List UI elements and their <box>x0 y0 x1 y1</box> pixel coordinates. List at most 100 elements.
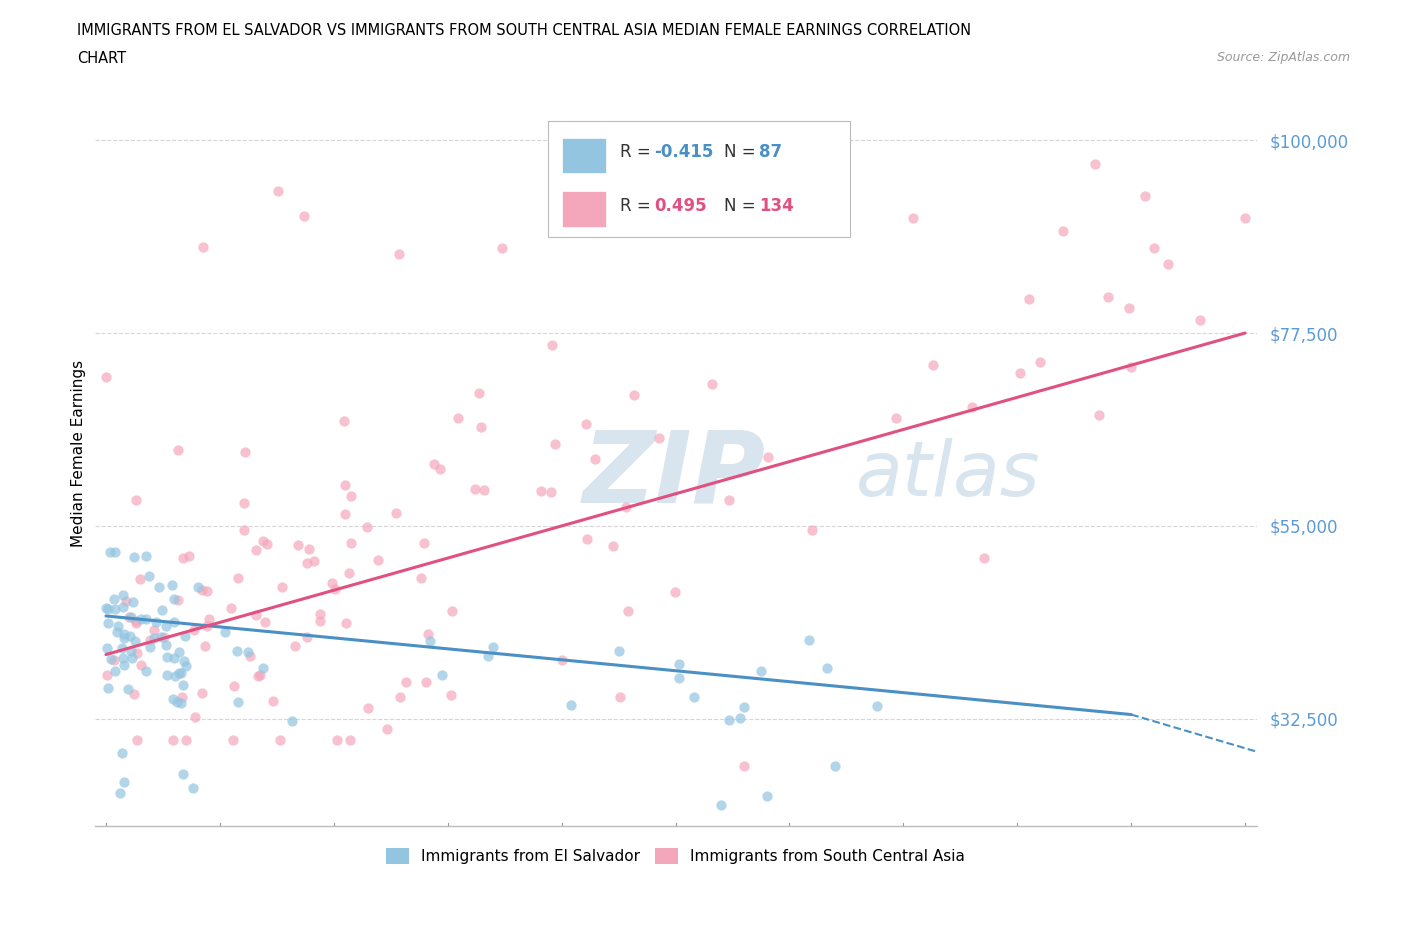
Point <box>1018 292 1040 307</box>
Point <box>388 690 411 705</box>
Point <box>194 638 217 653</box>
Text: ZIP: ZIP <box>582 427 766 524</box>
Point <box>115 593 138 608</box>
Point <box>733 699 755 714</box>
Point <box>156 668 179 683</box>
Point <box>111 640 134 655</box>
Point <box>262 694 284 709</box>
Point <box>224 679 246 694</box>
Point <box>357 700 380 715</box>
Point <box>540 338 562 352</box>
Point <box>174 629 197 644</box>
Point <box>219 600 242 615</box>
Text: atlas: atlas <box>856 438 1040 512</box>
Point <box>710 797 733 812</box>
Point <box>284 638 307 653</box>
Point <box>156 650 179 665</box>
Point <box>172 678 194 693</box>
Point <box>225 644 247 658</box>
Point <box>337 566 360 581</box>
Point <box>163 615 186 630</box>
Point <box>297 630 319 644</box>
Point <box>160 578 183 592</box>
Point <box>214 625 236 640</box>
Point <box>326 733 349 748</box>
Point <box>388 246 411 261</box>
Point <box>575 417 598 432</box>
Point <box>125 616 148 631</box>
Point <box>167 443 190 458</box>
Point <box>246 669 269 684</box>
Point <box>1234 210 1257 225</box>
Point <box>104 602 127 617</box>
Point <box>1097 289 1119 304</box>
FancyBboxPatch shape <box>548 121 849 237</box>
Point <box>339 733 361 748</box>
Point <box>104 544 127 559</box>
Point <box>97 616 120 631</box>
Point <box>245 542 267 557</box>
Point <box>1088 407 1111 422</box>
Point <box>340 489 363 504</box>
Point <box>174 658 197 673</box>
Point <box>472 483 495 498</box>
Point <box>718 712 741 727</box>
Point <box>664 584 686 599</box>
Point <box>183 622 205 637</box>
Point <box>254 615 277 630</box>
Point <box>166 694 188 709</box>
Point <box>125 733 148 748</box>
Point <box>163 650 186 665</box>
Point <box>239 649 262 664</box>
Point <box>120 629 142 644</box>
Point <box>817 661 839 676</box>
Point <box>415 674 437 689</box>
Point <box>112 631 135 645</box>
Point <box>96 601 118 616</box>
Point <box>683 690 706 705</box>
Point <box>540 485 562 499</box>
Point <box>148 579 170 594</box>
Point <box>233 522 256 537</box>
Point <box>103 591 125 606</box>
Point <box>103 653 125 668</box>
Point <box>122 686 145 701</box>
Point <box>256 537 278 551</box>
Point <box>150 603 173 618</box>
Point <box>191 582 214 597</box>
Point <box>356 520 378 535</box>
Point <box>129 611 152 626</box>
Point <box>419 633 441 648</box>
Point <box>281 714 304 729</box>
Point <box>560 698 582 712</box>
Point <box>367 552 389 567</box>
Point <box>409 571 432 586</box>
Text: CHART: CHART <box>77 51 127 66</box>
Point <box>292 208 315 223</box>
Point <box>551 653 574 668</box>
Point <box>122 595 145 610</box>
Text: 0.495: 0.495 <box>655 197 707 215</box>
Point <box>127 645 149 660</box>
Point <box>385 506 408 521</box>
Point <box>800 523 823 538</box>
Point <box>233 445 256 459</box>
Point <box>477 649 499 664</box>
Point <box>607 644 630 658</box>
Point <box>98 544 121 559</box>
Point <box>97 602 120 617</box>
Point <box>112 658 135 672</box>
Point <box>153 630 176 644</box>
Text: -0.415: -0.415 <box>655 143 714 162</box>
Point <box>174 733 197 748</box>
Point <box>195 584 218 599</box>
Point <box>1118 300 1140 315</box>
Point <box>287 538 309 552</box>
Point <box>163 669 186 684</box>
Point <box>323 581 346 596</box>
Point <box>648 431 671 445</box>
Point <box>233 496 256 511</box>
Point <box>1029 355 1052 370</box>
Point <box>129 658 152 672</box>
Point <box>440 604 463 618</box>
